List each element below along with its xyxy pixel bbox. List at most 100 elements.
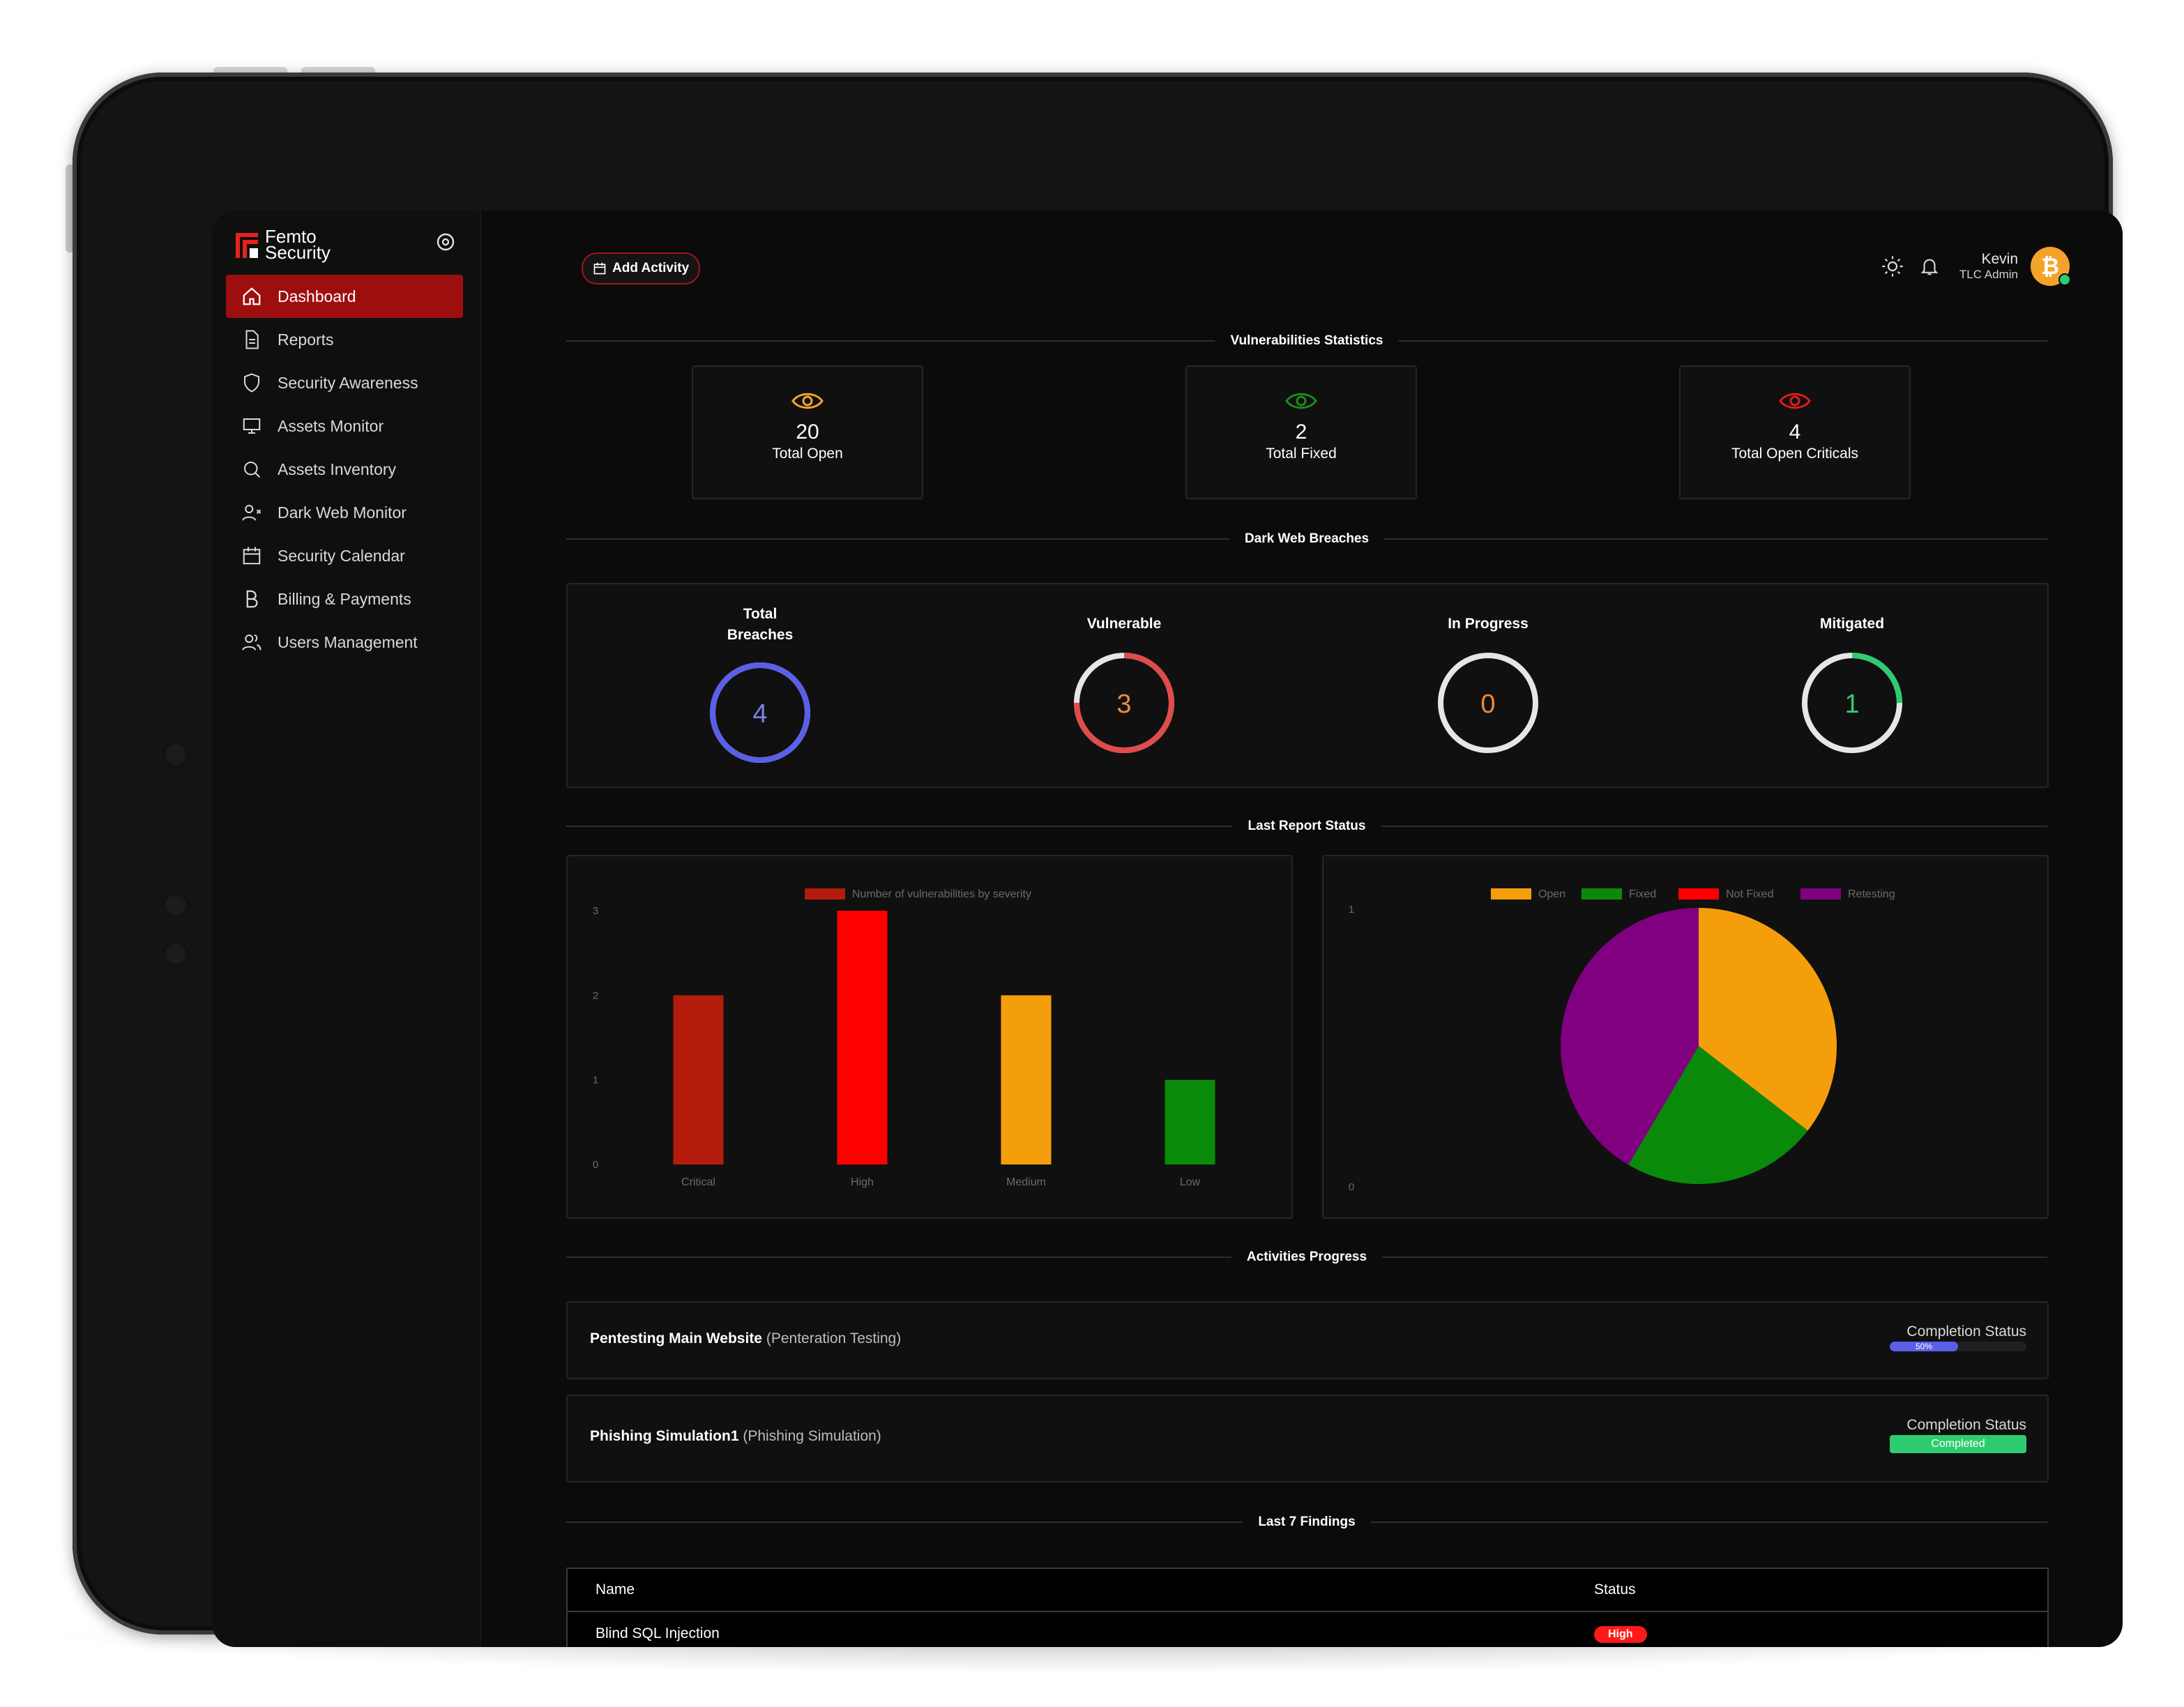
gauge-value: 3 xyxy=(1116,690,1131,719)
stat-value: 2 xyxy=(1295,420,1307,443)
sidebar-item-label: Billing & Payments xyxy=(278,589,411,608)
bar-chart-card: Number of vulnerabilities by severity 0 1 2… xyxy=(566,855,1293,1219)
gauge-ring: 4 xyxy=(710,662,810,763)
status-pie-chart: Open Fixed Not Fixed Retesting 1 0 xyxy=(1349,888,1895,1193)
legend-label: Fixed xyxy=(1629,888,1656,900)
activity-row[interactable]: Phishing Simulation1 (Phishing Simulatio… xyxy=(566,1395,2049,1482)
legend-swatch xyxy=(1582,888,1622,900)
completed-badge: Completed xyxy=(1890,1435,2026,1453)
user-role: TLC Admin xyxy=(1959,268,2018,281)
gauge-track xyxy=(1438,653,1538,753)
bar[interactable] xyxy=(837,911,888,1164)
home-icon xyxy=(240,284,264,308)
tablet-frame: Femto Security Dashboard Reports xyxy=(73,73,2123,1647)
gauge-label: Total Breaches xyxy=(727,606,794,643)
user-x-icon xyxy=(240,501,264,524)
pie-chart-card: Open Fixed Not Fixed Retesting 1 0 xyxy=(1322,855,2049,1219)
progress-track: 50% xyxy=(1890,1342,2026,1351)
activity-title: Pentesting Main Website xyxy=(590,1330,762,1346)
section-title-last-report: Last Report Status xyxy=(1232,819,1381,834)
logo-line2: Security xyxy=(265,242,331,263)
section-divider: Last 7 Findings xyxy=(566,1515,2047,1530)
x-tick-label: Medium xyxy=(1006,1176,1046,1188)
gauge-ring: 0 xyxy=(1438,653,1538,753)
bar[interactable] xyxy=(1001,995,1052,1164)
camera xyxy=(163,941,188,966)
legend-label: Retesting xyxy=(1848,888,1895,900)
sidebar-item-reports[interactable]: Reports xyxy=(226,318,463,361)
severity-bar-chart: Number of vulnerabilities by severity 0 1 2… xyxy=(593,888,1215,1188)
settings-icon[interactable] xyxy=(437,233,455,251)
sun-icon[interactable] xyxy=(1881,255,1904,278)
gauge-ring: 3 xyxy=(1074,653,1174,753)
bar[interactable] xyxy=(1165,1079,1215,1164)
section-title-dark-web: Dark Web Breaches xyxy=(1229,531,1385,547)
shield-icon xyxy=(240,371,264,395)
activity-title: Phishing Simulation1 xyxy=(590,1428,739,1444)
pie-slice[interactable] xyxy=(1628,1046,1808,1184)
severity-badge: High xyxy=(1594,1626,1647,1643)
section-title-activities: Activities Progress xyxy=(1231,1250,1383,1265)
top-bar: Add Activity Kevin TLC Admin ₿ xyxy=(549,223,2071,293)
legend-swatch xyxy=(1678,888,1719,900)
eye-icon xyxy=(791,393,824,409)
sidebar-item-dark-web-monitor[interactable]: Dark Web Monitor xyxy=(226,491,463,534)
stat-card-total-fixed[interactable]: 2 Total Fixed xyxy=(1185,365,1417,499)
legend-swatch xyxy=(1491,888,1531,900)
legend-label: Number of vulnerabilities by severity xyxy=(852,888,1031,900)
x-tick-label: Critical xyxy=(681,1176,715,1188)
bitcoin-icon: ₿ xyxy=(2040,253,2060,279)
legend-swatch xyxy=(1800,888,1841,900)
section-divider: Dark Web Breaches xyxy=(566,531,2047,547)
finding-name: Blind SQL Injection xyxy=(596,1625,720,1641)
camera xyxy=(163,742,188,767)
stat-card-total-open[interactable]: 20 Total Open xyxy=(692,365,923,499)
stat-value: 4 xyxy=(1789,420,1801,443)
activity-type: (Phishing Simulation) xyxy=(743,1428,881,1444)
stat-value: 20 xyxy=(796,420,819,443)
legend-swatch xyxy=(805,888,845,900)
column-header-status[interactable]: Status xyxy=(1593,1568,2048,1612)
legend-label: Not Fixed xyxy=(1726,888,1773,900)
column-header-name[interactable]: Name xyxy=(567,1568,1593,1612)
sidebar-item-assets-monitor[interactable]: Assets Monitor xyxy=(226,404,463,448)
activity-row[interactable]: Pentesting Main Website (Penteration Tes… xyxy=(566,1301,2049,1379)
stat-card-total-open-criticals[interactable]: 4 Total Open Criticals xyxy=(1679,365,1911,499)
logo-line1: Femto xyxy=(265,226,317,247)
monitor-icon xyxy=(240,414,264,438)
gauge-label: In Progress xyxy=(1448,616,1529,632)
stat-label: Total Open xyxy=(772,446,843,462)
y-tick-label: 3 xyxy=(593,905,598,917)
y-tick-label: 0 xyxy=(1349,1181,1354,1193)
gauge-ring: 1 xyxy=(1802,653,1902,753)
y-tick-label: 1 xyxy=(593,1075,598,1086)
document-icon xyxy=(240,328,264,351)
sidebar-item-dashboard[interactable]: Dashboard xyxy=(226,275,463,318)
sidebar-item-billing-payments[interactable]: Billing & Payments xyxy=(226,577,463,621)
sidebar-item-security-awareness[interactable]: Security Awareness xyxy=(226,361,463,404)
gauge-label: Mitigated xyxy=(1819,616,1885,632)
sidebar-item-users-management[interactable]: Users Management xyxy=(226,621,463,664)
completion-status: Completion Status 50% xyxy=(1890,1323,2026,1351)
section-title-vulnerabilities: Vulnerabilities Statistics xyxy=(1215,333,1399,349)
gauge-value: 0 xyxy=(1480,690,1495,719)
avatar[interactable]: ₿ xyxy=(2031,247,2071,286)
sidebar-item-security-calendar[interactable]: Security Calendar xyxy=(226,534,463,577)
gauge-value: 4 xyxy=(752,699,767,729)
sidebar-item-assets-inventory[interactable]: Assets Inventory xyxy=(226,448,463,491)
sidebar-item-label: Security Awareness xyxy=(278,373,418,392)
user-info[interactable]: Kevin TLC Admin xyxy=(1959,251,2018,282)
table-header-row: Name Status xyxy=(567,1568,2048,1612)
eye-icon xyxy=(1285,393,1317,409)
add-activity-button[interactable]: Add Activity xyxy=(582,252,701,284)
y-tick-label: 2 xyxy=(593,989,598,1001)
bell-icon[interactable] xyxy=(1919,256,1940,277)
pie-slice[interactable] xyxy=(1699,908,1837,1131)
table-row[interactable]: Blind SQL Injection High xyxy=(567,1611,2048,1647)
section-divider: Vulnerabilities Statistics xyxy=(566,333,2047,349)
pie-slice[interactable] xyxy=(1561,908,1699,1165)
online-status-dot xyxy=(2058,273,2071,286)
activity-name: Pentesting Main Website (Penteration Tes… xyxy=(590,1330,901,1347)
completion-status: Completion Status Completed xyxy=(1890,1417,2026,1453)
bar[interactable] xyxy=(673,995,724,1164)
